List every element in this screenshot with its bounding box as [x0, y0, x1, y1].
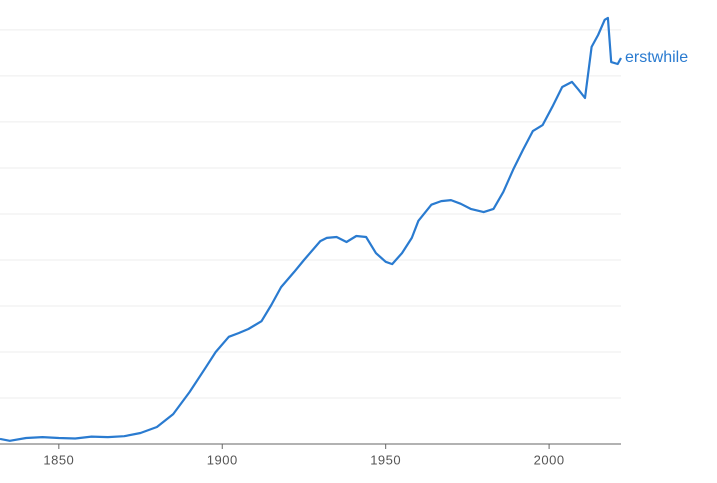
x-tick-label: 1850: [43, 452, 74, 467]
x-tick-label: 2000: [534, 452, 565, 467]
x-tick-label: 1950: [370, 452, 401, 467]
x-tick-label: 1900: [207, 452, 238, 467]
series-label: erstwhile: [625, 49, 688, 66]
data-line: [0, 16, 622, 442]
